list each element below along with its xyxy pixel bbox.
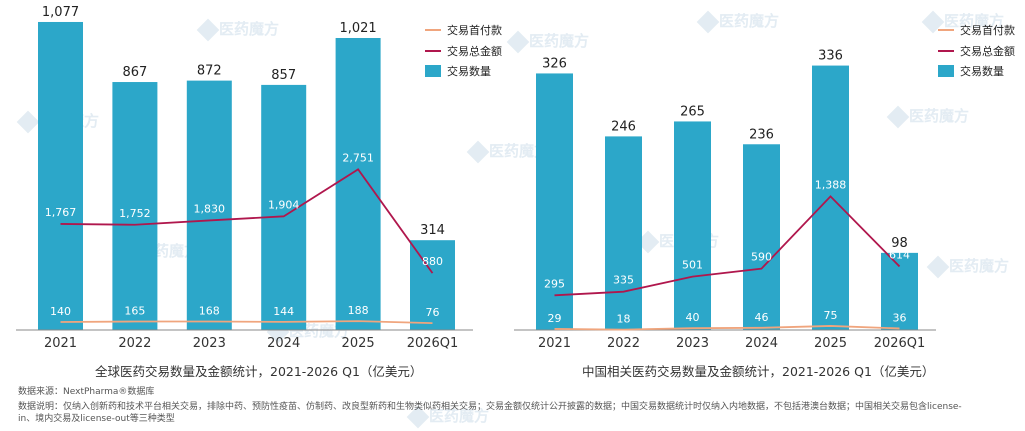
total-amount-label: 295 xyxy=(544,277,565,290)
total-amount-label: 1,767 xyxy=(45,206,77,219)
bar xyxy=(186,80,232,330)
upfront-label: 36 xyxy=(893,311,907,324)
total-amount-label: 2,751 xyxy=(342,151,374,164)
legend-total-label: 交易总金额 xyxy=(447,44,502,58)
bar xyxy=(812,65,849,331)
bar xyxy=(674,121,711,330)
upfront-label: 18 xyxy=(617,313,631,326)
x-tick-label: 2023 xyxy=(676,336,709,351)
total-amount-label: 1,752 xyxy=(119,207,151,220)
total-amount-label: 590 xyxy=(751,251,772,264)
bar-value-label: 857 xyxy=(271,68,296,83)
x-tick-label: 2025 xyxy=(342,336,375,351)
total-amount-label: 1,830 xyxy=(194,202,226,215)
bar xyxy=(38,21,83,331)
bar-value-label: 872 xyxy=(197,64,222,79)
x-tick-label: 2021 xyxy=(44,336,77,351)
legend-count-label: 交易数量 xyxy=(447,64,491,78)
bar xyxy=(410,240,455,330)
watermark-logo: 医药魔方 xyxy=(406,405,489,428)
data-source-note: 数据来源：NextPharma®数据库 xyxy=(18,387,155,397)
total-amount-label: 1,388 xyxy=(815,178,847,191)
bar-value-label: 236 xyxy=(749,127,774,142)
legend-count-swatch xyxy=(938,65,954,77)
upfront-label: 188 xyxy=(348,304,369,317)
bar-value-label: 1,021 xyxy=(339,21,376,36)
legend-total-label: 交易总金额 xyxy=(960,44,1015,58)
x-tick-label: 2021 xyxy=(538,336,571,351)
bar xyxy=(536,73,573,331)
bar-value-label: 326 xyxy=(542,56,567,71)
total-amount-label: 501 xyxy=(682,259,703,272)
upfront-line xyxy=(554,325,900,331)
data-description-note-cont: in、境内交易及license-out等三种类型 xyxy=(18,414,175,424)
x-tick-label: 2024 xyxy=(267,336,300,351)
upfront-label: 144 xyxy=(273,305,294,318)
x-tick-label: 2022 xyxy=(118,336,151,351)
total-amount-label: 880 xyxy=(422,255,443,268)
total-amount-line xyxy=(554,195,901,297)
bar-value-label: 867 xyxy=(122,65,147,80)
legend-upfront-label: 交易首付款 xyxy=(447,23,502,37)
upfront-label: 76 xyxy=(426,306,440,319)
upfront-line xyxy=(60,320,433,325)
bar xyxy=(605,136,642,330)
right-chart-caption: 中国相关医药交易数量及金额统计，2021-2026 Q1（亿美元） xyxy=(582,364,935,379)
legend-count-swatch xyxy=(425,65,441,77)
x-tick-label: 2025 xyxy=(814,336,847,351)
bar xyxy=(743,144,780,330)
left-chart-caption: 全球医药交易数量及金额统计，2021-2026 Q1（亿美元） xyxy=(95,364,423,379)
upfront-label: 140 xyxy=(50,305,71,318)
x-tick-label: 2023 xyxy=(193,336,226,351)
bar xyxy=(335,37,381,331)
upfront-label: 75 xyxy=(824,309,838,322)
bar-value-label: 336 xyxy=(818,49,843,64)
bar xyxy=(112,82,158,331)
total-amount-label: 1,904 xyxy=(268,198,300,211)
bar-value-label: 314 xyxy=(420,223,445,238)
x-tick-label: 2022 xyxy=(607,336,640,351)
bar-value-label: 98 xyxy=(891,236,908,251)
watermark-logo: 医药魔方 xyxy=(696,10,779,33)
watermark-logo: 医药魔方 xyxy=(921,10,1004,33)
upfront-label: 165 xyxy=(124,305,145,318)
watermark-logo: 医药魔方 xyxy=(506,30,589,53)
upfront-label: 29 xyxy=(548,312,562,325)
upfront-label: 40 xyxy=(686,311,700,324)
watermark-logo: 医药魔方 xyxy=(926,255,1009,278)
watermark-logo: 医药魔方 xyxy=(196,18,279,41)
watermark-logo: 医药魔方 xyxy=(886,105,969,128)
data-description-note: 数据说明：仅纳入创新药和技术平台相关交易，排除中药、预防性疫苗、仿制药、改良型新… xyxy=(18,402,962,412)
total-amount-label: 335 xyxy=(613,274,634,287)
legend-count-label: 交易数量 xyxy=(960,64,1004,78)
total-amount-label: 614 xyxy=(889,248,910,261)
x-tick-label: 2024 xyxy=(745,336,778,351)
total-amount-line xyxy=(60,168,434,274)
bar-value-label: 265 xyxy=(680,104,705,119)
watermark-logo: 医药魔方 xyxy=(466,140,549,163)
bar-value-label: 1,077 xyxy=(42,5,79,20)
legend-upfront-label: 交易首付款 xyxy=(960,23,1015,37)
x-tick-label: 2026Q1 xyxy=(874,336,926,351)
upfront-label: 168 xyxy=(199,304,220,317)
upfront-label: 46 xyxy=(755,311,769,324)
bar-value-label: 246 xyxy=(611,119,636,134)
x-tick-label: 2026Q1 xyxy=(407,336,459,351)
